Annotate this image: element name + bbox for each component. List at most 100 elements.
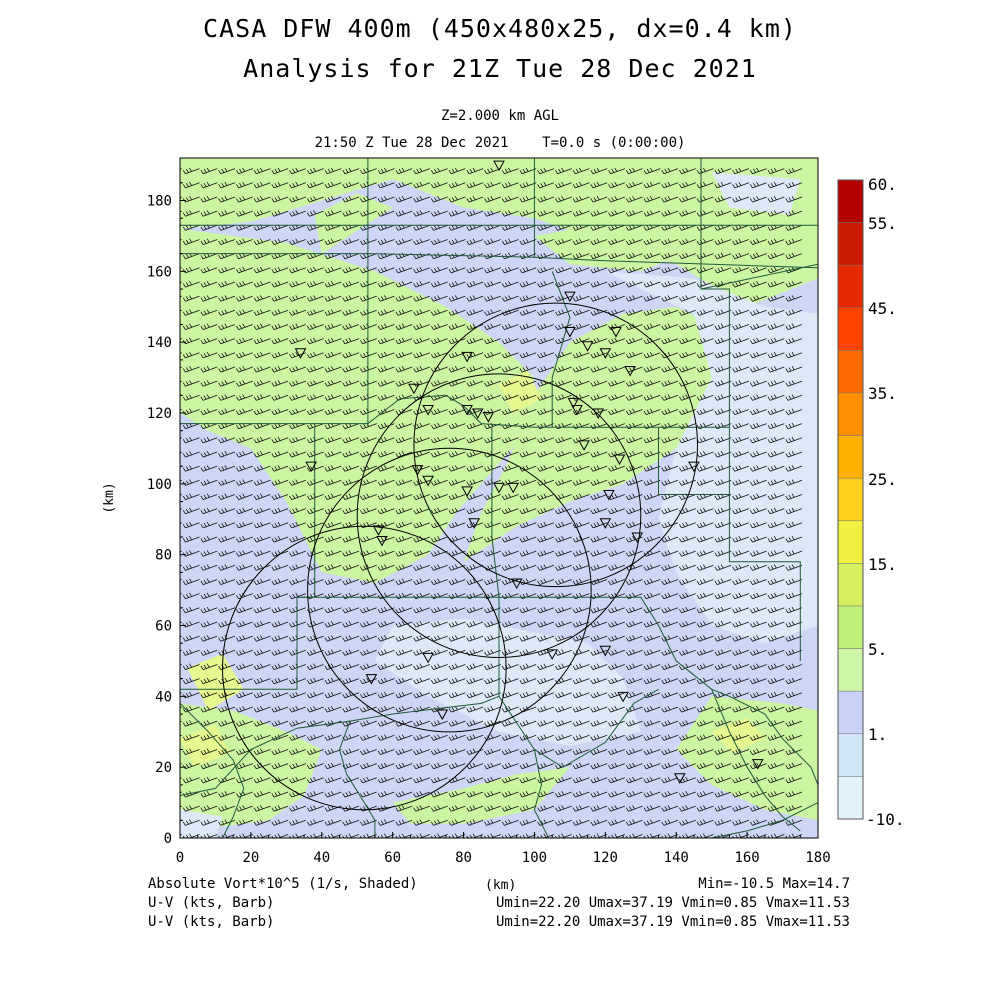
- county-line: [533, 749, 550, 838]
- x-axis-label: (km): [485, 878, 517, 893]
- station-marker: [688, 461, 700, 473]
- station-marker: [422, 404, 434, 416]
- county-line: [367, 253, 818, 269]
- x-tick-label: 180: [805, 850, 830, 866]
- station-marker: [305, 461, 317, 473]
- colorbar-swatch: [837, 520, 864, 564]
- station-marker: [617, 691, 629, 703]
- colorbar-label: 35.: [868, 384, 897, 403]
- colorbar: 60. 55. 45. 35. 25. 15. 5. 1. -10.: [837, 175, 905, 829]
- y-tick-label: 180: [147, 194, 172, 210]
- colorbar-swatch: [837, 563, 864, 607]
- station-marker: [482, 412, 495, 423]
- colorbar-label: 5.: [868, 640, 887, 659]
- radar-range-ring: [222, 525, 507, 811]
- colorbar-swatch: [837, 392, 864, 436]
- radar-range-ring: [356, 373, 642, 658]
- min-max-label: Min=-10.5 Max=14.7: [698, 876, 850, 892]
- colorbar-frame: [837, 179, 864, 820]
- y-tick-label: 80: [155, 548, 172, 564]
- shade-low-vorticity: [180, 809, 223, 838]
- station-marker: [461, 404, 473, 416]
- station-marker: [510, 578, 523, 590]
- colorbar-swatch: [837, 605, 864, 649]
- shade-positive-vorticity: [676, 696, 818, 821]
- radar-range-ring: [307, 447, 592, 733]
- station-marker: [422, 652, 434, 664]
- vorticity-shading: [180, 158, 818, 838]
- county-line: [180, 394, 801, 661]
- station-marker: [493, 160, 505, 172]
- colorbar-swatch: [837, 222, 864, 266]
- chart-subtitle: Analysis for 21Z Tue 28 Dec 2021: [243, 54, 757, 83]
- shade-low-vorticity: [605, 271, 818, 644]
- station-marker: [422, 475, 434, 487]
- county-line: [180, 596, 500, 796]
- level-label: Z=2.000 km AGL: [440, 108, 559, 124]
- county-line: [711, 689, 801, 832]
- station-marker: [436, 709, 449, 721]
- time-label: 21:50 Z Tue 28 Dec 2021 T=0.0 s (0:00:00…: [314, 135, 686, 151]
- shade-low-vorticity: [711, 172, 801, 215]
- colorbar-label: 60.: [868, 175, 897, 194]
- x-tick-label: 120: [593, 850, 618, 866]
- x-tick-label: 160: [734, 850, 759, 866]
- county-line: [491, 427, 500, 598]
- county-line: [338, 720, 376, 838]
- station-marker: [610, 327, 622, 338]
- station-marker: [673, 773, 686, 784]
- barb-stats-2: Umin=22.20 Umax=37.19 Vmin=0.85 Vmax=11.…: [495, 914, 850, 930]
- colorbar-label: 45.: [868, 299, 897, 318]
- colorbar-swatch: [837, 733, 864, 777]
- barb-label-1: U-V (kts, Barb): [148, 895, 275, 911]
- station-marker: [372, 525, 385, 536]
- y-axis-label: (km): [102, 482, 117, 513]
- shade-high-vorticity: [499, 370, 542, 413]
- station-marker: [365, 674, 378, 685]
- chart-title: CASA DFW 400m (450x480x25, dx=0.4 km): [203, 14, 797, 43]
- colorbar-swatch: [837, 307, 864, 351]
- station-marker: [599, 348, 612, 359]
- station-marker: [631, 532, 644, 543]
- shade-positive-vorticity: [534, 218, 712, 272]
- station-marker: [599, 518, 612, 529]
- colorbar-swatch: [837, 690, 864, 735]
- wind-barbs: [180, 167, 803, 838]
- station-marker: [471, 408, 484, 420]
- shade-high-vorticity: [711, 717, 765, 753]
- x-tick-label: 0: [176, 850, 184, 866]
- plot-area: [180, 158, 818, 838]
- colorbar-label: 25.: [868, 470, 897, 489]
- y-tick-label: 120: [147, 406, 172, 422]
- county-line: [700, 263, 818, 290]
- station-marker: [546, 649, 559, 660]
- y-tick-label: 140: [147, 335, 172, 351]
- station-marker: [624, 366, 636, 377]
- colorbar-swatch: [837, 264, 864, 309]
- station-marker: [581, 341, 594, 352]
- station-marker: [411, 465, 424, 476]
- colorbar-swatch: [837, 477, 864, 522]
- station-marker: [376, 536, 388, 547]
- colorbar-label: -10.: [866, 810, 905, 829]
- colorbar-swatch: [837, 350, 864, 394]
- x-tick-label: 80: [455, 850, 472, 866]
- x-tick-label: 100: [522, 850, 547, 866]
- plot-frame: [179, 157, 819, 839]
- county-line: [658, 427, 730, 495]
- county-line: [711, 802, 818, 838]
- barb-stats-1: Umin=22.20 Umax=37.19 Vmin=0.85 Vmax=11.…: [495, 895, 850, 911]
- county-line: [180, 703, 245, 838]
- station-marker: [461, 486, 473, 497]
- station-marker: [599, 645, 612, 657]
- y-tick-label: 160: [147, 264, 172, 280]
- station-marker: [751, 759, 764, 770]
- x-tick-label: 20: [242, 850, 259, 866]
- wind-barb-field: [180, 167, 803, 838]
- y-axis: 0 20 40 60 80 100 120 140 160 180: [147, 182, 186, 847]
- x-tick-label: 140: [664, 850, 689, 866]
- y-tick-label: 20: [155, 760, 172, 776]
- colorbar-label: 15.: [868, 555, 897, 574]
- shade-positive-vorticity: [180, 158, 818, 307]
- station-marker: [578, 440, 590, 451]
